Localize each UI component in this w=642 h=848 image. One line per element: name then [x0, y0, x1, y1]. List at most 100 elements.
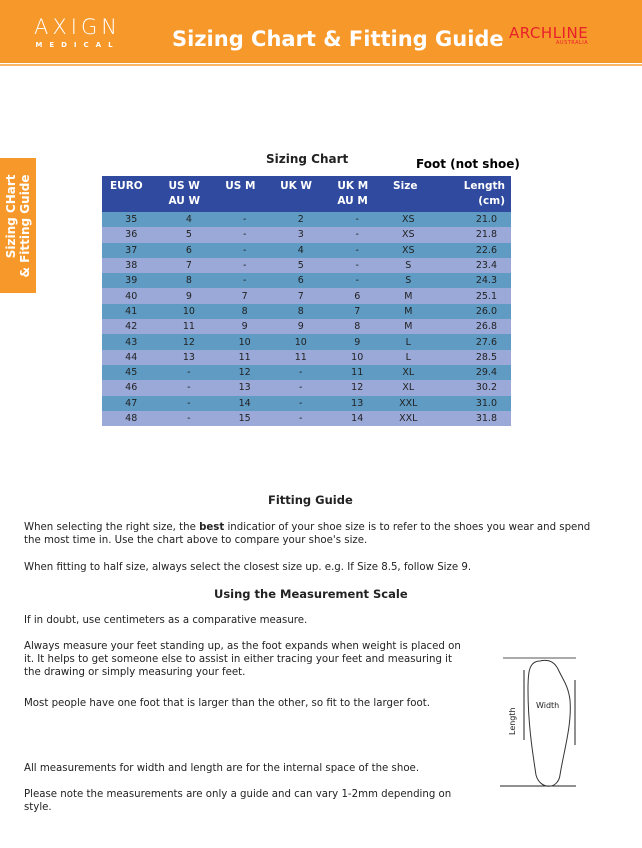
table-cell: 46	[102, 380, 161, 396]
fitting-title: Fitting Guide	[268, 493, 353, 507]
table-cell: -	[272, 380, 330, 396]
table-cell: 11	[160, 319, 218, 335]
table-cell: -	[217, 242, 273, 258]
table-row: 46-13-12 XL 30.2	[102, 380, 511, 396]
table-cell: -	[160, 395, 218, 411]
table-cell: 48	[102, 410, 161, 427]
table-cell: 24.3	[431, 273, 511, 289]
table-cell: M	[385, 303, 432, 320]
measure-paragraph-3: Most people have one foot that is larger…	[24, 698, 430, 709]
table-cell: 11	[217, 349, 273, 365]
axign-logo: AXIGN MEDICAL	[34, 16, 121, 49]
table-cell: 12	[329, 380, 386, 396]
table-cell: 5	[272, 257, 330, 274]
brand-sub: AUSTRALIA	[555, 40, 589, 46]
logo-main: AXIGN	[34, 15, 121, 39]
table-cell: XL	[385, 380, 432, 396]
column-header: UK M AU M	[329, 176, 386, 212]
table-cell: 13	[217, 380, 273, 396]
foot-outline	[527, 659, 571, 787]
table-cell: XXL	[385, 395, 432, 411]
table-cell: -	[329, 227, 386, 243]
table-cell: 2	[272, 212, 330, 228]
table-cell: -	[217, 212, 273, 228]
table-cell: L	[385, 349, 432, 365]
table-cell: -	[160, 380, 218, 396]
table-cell: 8	[329, 319, 386, 335]
logo-sub: MEDICAL	[35, 41, 120, 49]
table-cell: 27.6	[431, 334, 511, 350]
table-row: 38 7-5- S 23.4	[102, 257, 511, 274]
table-row: 42 11 9 9 8 M 26.8	[102, 319, 511, 335]
table-cell: 15	[217, 410, 273, 427]
table-cell: 13	[329, 395, 386, 411]
table-row: 39 8-6- S 24.3	[102, 273, 511, 289]
table-cell: 12	[160, 334, 218, 350]
table-cell: 23.4	[431, 257, 511, 274]
measure-paragraph-2: Always measure your feet standing up, as…	[24, 641, 461, 678]
table-cell: 7	[272, 288, 330, 304]
table-row: 36 5-3- XS 21.8	[102, 227, 511, 243]
table-cell: 21.8	[431, 227, 511, 243]
table-row: 35 4-2- XS 21.0	[102, 212, 511, 228]
column-header: UK W	[272, 176, 330, 212]
table-cell: 10	[329, 349, 386, 365]
table-cell: -	[272, 364, 330, 381]
table-cell: 28.5	[431, 349, 511, 365]
table-cell: 8	[160, 273, 218, 289]
p1-post: indicatior of your shoe size is to refer…	[24, 522, 591, 546]
table-cell: 40	[102, 288, 161, 304]
table-cell: M	[385, 319, 432, 335]
page-title: Sizing Chart & Fitting Guide	[172, 27, 504, 51]
column-header: Size	[385, 176, 432, 212]
chart-title: Sizing Chart	[266, 152, 349, 166]
table-cell: XS	[385, 242, 432, 258]
table-row: 45-12-11 XL 29.4	[102, 364, 511, 381]
table-cell: 6	[160, 242, 218, 258]
table-cell: S	[385, 273, 432, 289]
table-cell: 9	[160, 288, 218, 304]
table-cell: 9	[329, 334, 386, 350]
table-cell: 11	[272, 349, 330, 365]
column-header: Length (cm)	[431, 176, 511, 212]
measure-paragraph-1: If in doubt, use centimeters as a compar…	[24, 615, 308, 626]
table-cell: 36	[102, 227, 161, 243]
table-cell: 31.0	[431, 395, 511, 411]
table-cell: -	[272, 410, 330, 427]
table-cell: 3	[272, 227, 330, 243]
column-header: US M	[217, 176, 273, 212]
table-cell: -	[329, 212, 386, 228]
table-cell: 14	[329, 410, 386, 427]
table-cell: -	[217, 257, 273, 274]
table-cell: -	[329, 242, 386, 258]
foot-measurement-diagram: Width Length	[500, 657, 576, 787]
table-cell: -	[217, 273, 273, 289]
table-cell: 12	[217, 364, 273, 381]
table-cell: -	[217, 227, 273, 243]
table-cell: XL	[385, 364, 432, 381]
table-cell: 4	[160, 212, 218, 228]
table-cell: 6	[329, 288, 386, 304]
brand: ARCHLINE	[509, 24, 589, 42]
header-divider	[0, 64, 642, 66]
table-cell: 10	[272, 334, 330, 350]
table-cell: XS	[385, 212, 432, 228]
table-cell: 22.6	[431, 242, 511, 258]
table-cell: 42	[102, 319, 161, 335]
p1-pre: When selecting the right size, the	[24, 522, 200, 533]
table-cell: 43	[102, 334, 161, 350]
table-cell: 25.1	[431, 288, 511, 304]
table-cell: XXL	[385, 410, 432, 427]
table-cell: 9	[217, 319, 273, 335]
table-cell: 13	[160, 349, 218, 365]
column-header: US W AU W	[160, 176, 218, 212]
table-cell: 8	[272, 303, 330, 320]
sizing-table: EURO US W AU W US M UK W UK M AU M Size Length…	[102, 176, 511, 427]
table-cell: 4	[272, 242, 330, 258]
fitting-paragraph-2: When fitting to half size, always select…	[24, 562, 472, 573]
measure-paragraph-5: Please note the measurements are only a …	[24, 789, 452, 813]
table-row: 41 10 8 8 7 M 26.0	[102, 303, 511, 320]
table-cell: 26.0	[431, 303, 511, 320]
side-tab-line2: & Fitting Guide	[18, 173, 32, 278]
archline-logo: ARCHLINE AUSTRALIA	[509, 24, 588, 46]
